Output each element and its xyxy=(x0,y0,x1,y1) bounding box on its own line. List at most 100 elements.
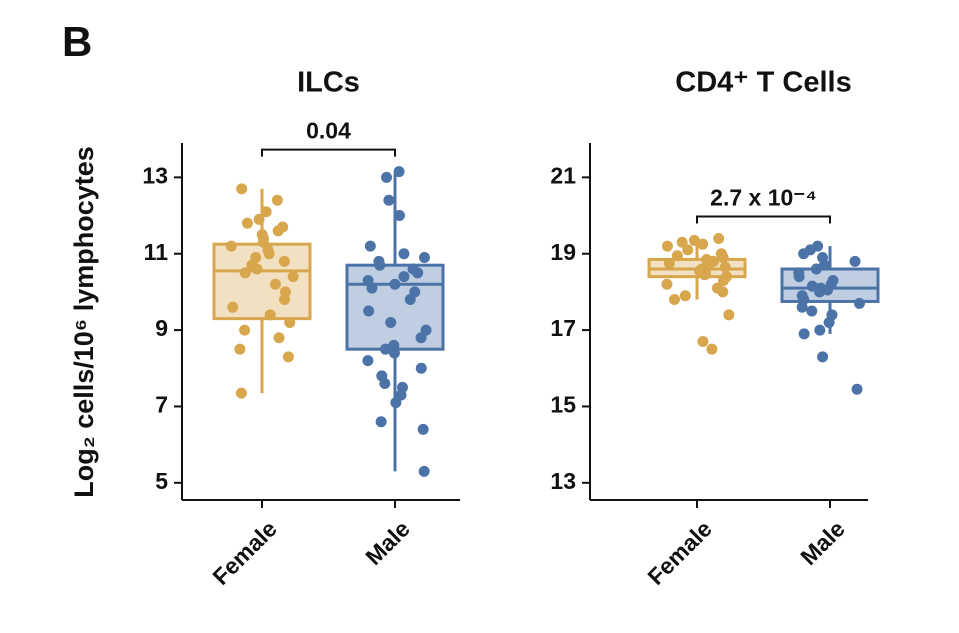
y-tick-label: 13 xyxy=(550,468,576,494)
y-tick-label: 15 xyxy=(550,392,576,418)
data-point xyxy=(697,336,709,348)
data-point xyxy=(723,309,735,321)
data-point xyxy=(279,294,291,306)
data-point xyxy=(661,240,673,252)
data-point xyxy=(282,351,294,363)
data-point xyxy=(239,267,251,279)
data-point xyxy=(663,257,675,269)
data-point xyxy=(682,244,694,256)
data-point xyxy=(390,397,402,409)
data-point xyxy=(239,324,251,336)
data-point xyxy=(264,309,276,321)
data-point xyxy=(225,240,237,252)
data-point xyxy=(393,166,405,178)
data-point xyxy=(717,252,729,264)
data-point xyxy=(718,274,730,286)
significance-bracket xyxy=(261,148,396,157)
data-point xyxy=(269,278,281,290)
data-point xyxy=(404,294,416,306)
data-point xyxy=(415,332,427,344)
data-point xyxy=(810,263,822,275)
data-point xyxy=(278,255,290,267)
y-axis-label: Log₂ cells/10⁶ lymphocytes xyxy=(69,146,99,498)
data-point xyxy=(227,301,239,313)
data-point xyxy=(793,271,805,283)
y-tick-label: 7 xyxy=(155,392,168,418)
data-point xyxy=(362,355,374,367)
data-point xyxy=(273,332,285,344)
data-point xyxy=(251,263,263,275)
data-point xyxy=(719,261,731,273)
data-point xyxy=(418,252,430,264)
data-point xyxy=(393,210,405,222)
data-point xyxy=(851,383,863,395)
data-point xyxy=(389,278,401,290)
data-point xyxy=(385,316,397,328)
data-point xyxy=(398,271,410,283)
data-point xyxy=(236,183,248,195)
data-point xyxy=(697,238,709,250)
data-point xyxy=(383,194,395,206)
data-point xyxy=(817,351,829,363)
data-point xyxy=(381,171,393,183)
data-point xyxy=(706,343,718,355)
data-point xyxy=(676,236,688,248)
data-point xyxy=(284,316,296,328)
data-point xyxy=(814,324,826,336)
data-point xyxy=(806,280,818,292)
data-point xyxy=(364,240,376,252)
data-point xyxy=(263,248,275,260)
y-tick-label: 21 xyxy=(550,162,576,188)
data-point xyxy=(668,294,680,306)
data-point xyxy=(671,250,683,262)
data-point xyxy=(796,301,808,313)
data-point xyxy=(234,343,246,355)
data-point xyxy=(713,232,725,244)
panel-label: B xyxy=(62,18,92,65)
chart-title: ILCs xyxy=(297,67,360,99)
data-point xyxy=(272,225,284,237)
chart-title: CD4⁺ T Cells xyxy=(675,67,851,99)
y-tick-label: 11 xyxy=(144,239,169,265)
data-point xyxy=(798,248,810,260)
data-point xyxy=(717,286,729,298)
y-tick-label: 17 xyxy=(550,315,576,341)
data-point xyxy=(366,282,378,294)
x-tick-label: Female xyxy=(207,515,281,589)
data-point xyxy=(853,297,865,309)
y-tick-label: 13 xyxy=(142,162,168,188)
data-point xyxy=(412,267,424,279)
data-point xyxy=(806,305,818,317)
significance-bracket xyxy=(696,215,831,224)
data-point xyxy=(418,465,430,477)
x-tick-label: Female xyxy=(642,515,716,589)
data-point xyxy=(388,347,400,359)
data-point xyxy=(379,343,391,355)
data-point xyxy=(679,290,691,302)
data-point xyxy=(379,378,391,390)
y-tick-label: 5 xyxy=(155,468,168,494)
x-tick-label: Male xyxy=(360,515,415,570)
data-point xyxy=(661,278,673,290)
data-point xyxy=(253,213,265,225)
data-point xyxy=(415,362,427,374)
data-point xyxy=(241,217,253,229)
p-value: 0.04 xyxy=(306,118,351,144)
data-point xyxy=(798,328,810,340)
x-tick-label: Male xyxy=(795,515,850,570)
data-point xyxy=(287,271,299,283)
p-value: 2.7 x 10⁻⁴ xyxy=(710,185,817,211)
data-point xyxy=(235,387,247,399)
y-tick-label: 19 xyxy=(550,239,576,265)
data-point xyxy=(374,259,386,271)
data-point xyxy=(688,234,700,246)
y-tick-label: 9 xyxy=(155,315,168,341)
data-point xyxy=(398,248,410,260)
data-point xyxy=(823,316,835,328)
box xyxy=(345,263,445,351)
data-point xyxy=(363,305,375,317)
data-point xyxy=(260,206,272,218)
data-point xyxy=(849,255,861,267)
data-point xyxy=(417,423,429,435)
